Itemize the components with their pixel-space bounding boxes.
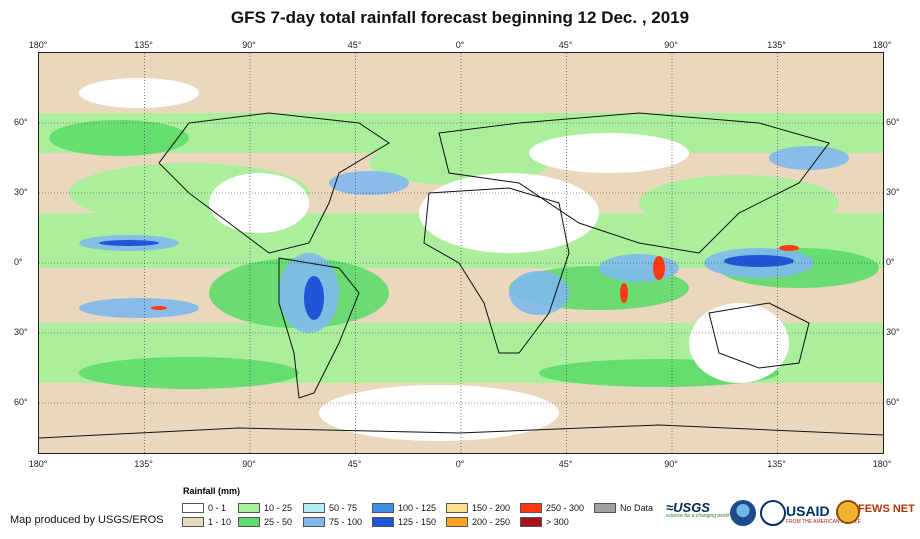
lon-label-top: 90° (664, 40, 678, 50)
legend-swatch (303, 516, 325, 527)
lon-label-top: 180° (872, 40, 892, 50)
lat-label-left: 30° (14, 187, 28, 197)
legend-item: 25 - 50 (238, 516, 292, 527)
rainfall-heavy-cells (99, 240, 794, 320)
legend-label: 0 - 1 (208, 502, 227, 513)
legend-item: 75 - 100 (303, 516, 362, 527)
legend-label: 250 - 300 (546, 502, 585, 513)
legend-title: Rainfall (mm) (183, 486, 241, 496)
usgs-tagline: science for a changing world (666, 513, 730, 519)
legend-item: 150 - 200 (446, 502, 510, 513)
legend-swatch (303, 502, 325, 513)
lon-label-bottom: 90° (242, 459, 256, 469)
legend-item: 50 - 75 (303, 502, 357, 513)
rainfall-dry-areas (79, 78, 789, 441)
legend-item: 125 - 150 (372, 516, 436, 527)
lon-label-bottom: 45° (347, 459, 362, 469)
lat-label-right: 60° (886, 397, 900, 407)
lon-label-top: 135° (767, 40, 786, 50)
legend-swatch (520, 516, 542, 527)
europe-asia-outline (438, 112, 830, 254)
north-america-outline (158, 112, 390, 254)
fews-seal-icon (836, 500, 860, 524)
map-title: GFS 7-day total rainfall forecast beginn… (230, 8, 690, 27)
legend-item: No Data (594, 502, 653, 513)
lat-label-right: 30° (886, 327, 900, 337)
antarctica-outline (39, 424, 883, 439)
legend-swatch (520, 502, 542, 513)
fews-net-logo: FEWS NET (858, 503, 915, 515)
legend-label: > 300 (546, 516, 569, 527)
usaid-logo-text: USAID (786, 503, 830, 519)
lon-label-bottom: 90° (664, 459, 678, 469)
lon-label-bottom: 180° (28, 459, 48, 469)
rainfall-map (38, 52, 884, 454)
legend-item: 100 - 125 (372, 502, 436, 513)
lon-label-top: 0° (455, 40, 465, 50)
legend-swatch (446, 516, 468, 527)
legend-swatch (372, 516, 394, 527)
legend-item: 250 - 300 (520, 502, 584, 513)
legend-label: 150 - 200 (472, 502, 511, 513)
lon-label-top: 90° (242, 40, 256, 50)
continent-outlines (39, 112, 883, 439)
legend-label: No Data (620, 502, 654, 513)
legend-swatch (446, 502, 468, 513)
south-america-outline (278, 257, 360, 399)
legend-swatch (238, 516, 260, 527)
lat-label-left: 60° (14, 117, 28, 127)
lat-label-left: 30° (14, 327, 28, 337)
rainfall-extreme-cells (151, 245, 799, 310)
lon-label-top: 135° (134, 40, 153, 50)
rainfall-map-svg (39, 53, 883, 453)
usgs-logo-text: ≈USGS (666, 500, 710, 515)
lon-label-bottom: 180° (872, 459, 892, 469)
lat-label-right: 60° (886, 117, 900, 127)
legend-label: 200 - 250 (472, 516, 511, 527)
legend-swatch (372, 502, 394, 513)
lon-label-top: 45° (347, 40, 362, 50)
usaid-tagline: FROM THE AMERICAN PEOPLE (786, 519, 861, 525)
graticule (39, 53, 883, 453)
legend-label: 50 - 75 (329, 502, 358, 513)
legend-item: 200 - 250 (446, 516, 510, 527)
legend-item: 0 - 1 (182, 502, 226, 513)
lat-label-right: 0° (886, 257, 895, 267)
legend-label: 125 - 150 (398, 516, 437, 527)
rainfall-blue-cells (79, 146, 849, 333)
map-credit: Map produced by USGS/EROS (10, 514, 164, 526)
usaid-logo: USAID FROM THE AMERICAN PEOPLE (786, 503, 861, 525)
legend-swatch (238, 502, 260, 513)
legend-item: 10 - 25 (238, 502, 292, 513)
legend-swatch (182, 516, 204, 527)
usgs-logo: ≈USGS science for a changing world (666, 500, 729, 519)
lon-label-bottom: 45° (558, 459, 573, 469)
legend-label: 10 - 25 (264, 502, 293, 513)
lat-label-right: 30° (886, 187, 900, 197)
legend-swatch (182, 502, 204, 513)
lon-label-bottom: 0° (455, 459, 465, 469)
legend-label: 25 - 50 (264, 516, 293, 527)
lon-label-bottom: 135° (134, 459, 153, 469)
legend-item: 1 - 10 (182, 516, 231, 527)
legend-item: > 300 (520, 516, 569, 527)
legend-swatch (594, 502, 616, 513)
lon-label-bottom: 135° (767, 459, 786, 469)
usaid-seal-icon (760, 500, 786, 526)
lon-label-top: 180° (28, 40, 48, 50)
noaa-logo (730, 500, 756, 526)
legend-label: 1 - 10 (208, 516, 232, 527)
legend-label: 100 - 125 (398, 502, 437, 513)
lon-label-top: 45° (558, 40, 573, 50)
australia-outline (708, 302, 810, 369)
legend-label: 75 - 100 (329, 516, 363, 527)
lat-label-left: 60° (14, 397, 28, 407)
lat-label-left: 0° (14, 257, 23, 267)
